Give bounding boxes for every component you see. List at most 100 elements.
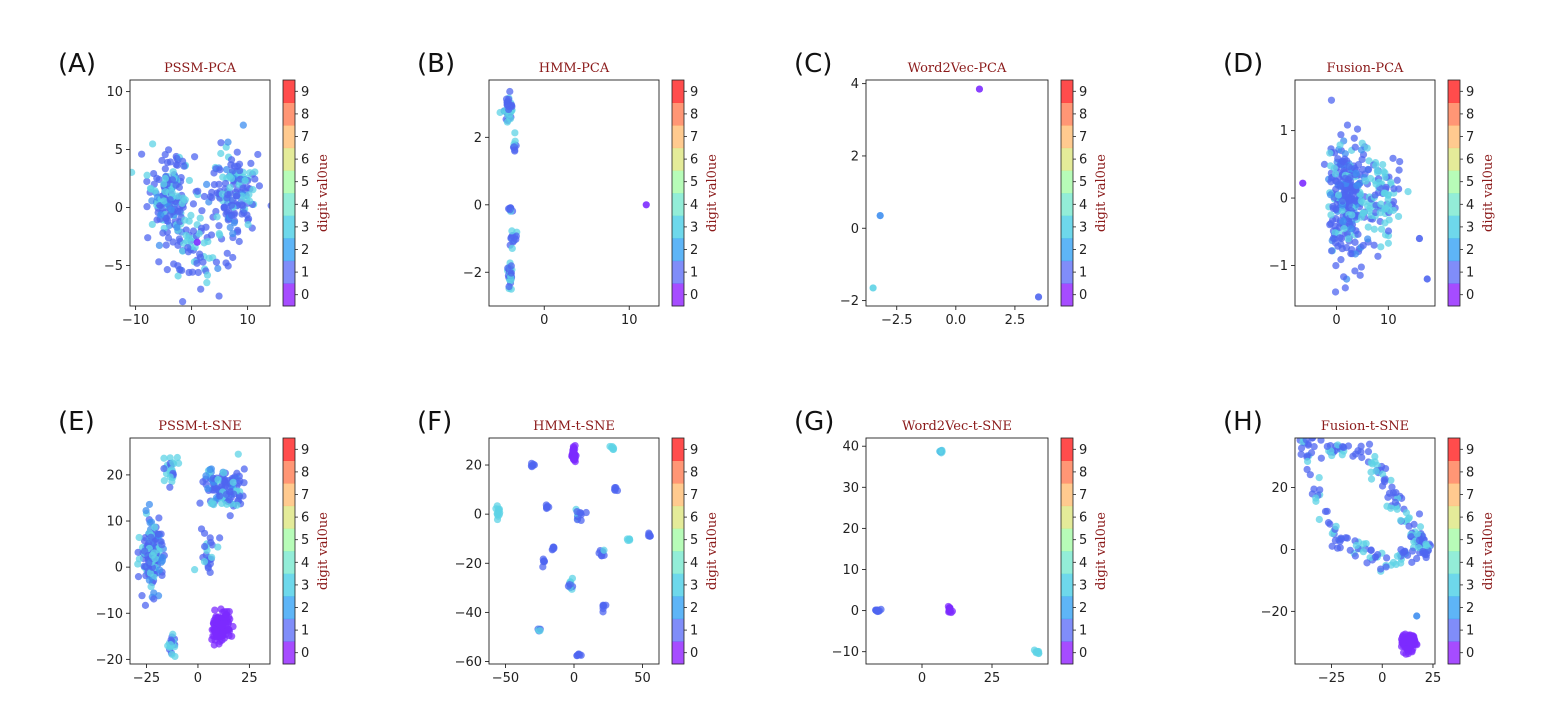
y-tick-label: 30 — [842, 481, 859, 496]
data-point — [216, 166, 224, 174]
colorbar-segment — [1061, 193, 1073, 216]
colorbar-segment — [1061, 483, 1073, 507]
y-tick-label: 0 — [474, 508, 482, 523]
data-point — [875, 607, 883, 615]
colorbar-tick-label: 5 — [690, 533, 698, 548]
colorbar-tick-label: 4 — [690, 556, 698, 571]
x-tick-label: −2.5 — [881, 313, 913, 328]
panel-label: (G) — [794, 407, 834, 437]
colorbar-tick-label: 8 — [1079, 107, 1087, 122]
data-point — [155, 566, 164, 574]
data-point — [1407, 639, 1415, 647]
data-point — [239, 121, 247, 129]
data-point — [173, 223, 181, 231]
data-point — [536, 627, 544, 635]
colorbar: 0 1 2 3 4 5 6 7 8 9 digit val0ue — [1060, 79, 1109, 307]
data-point — [1381, 219, 1389, 227]
colorbar-segment — [1061, 460, 1073, 484]
data-point — [938, 448, 946, 456]
colorbar-segment — [283, 193, 295, 216]
data-point — [1363, 559, 1371, 567]
colorbar-segment — [283, 102, 295, 126]
colorbar-segment — [672, 483, 684, 507]
data-point — [1359, 241, 1367, 250]
colorbar-tick-label: 8 — [301, 107, 309, 122]
data-point — [228, 196, 236, 204]
data-point — [1378, 482, 1387, 490]
data-point — [160, 477, 168, 485]
data-point — [1340, 225, 1348, 233]
data-point — [202, 472, 210, 480]
data-point — [1343, 534, 1351, 542]
data-point — [182, 226, 190, 234]
data-point — [1327, 247, 1336, 255]
data-point — [1315, 473, 1323, 482]
scatter-points — [496, 87, 650, 293]
data-point — [229, 478, 237, 486]
panel-h: (H) Fusion-t-SNE −25 0 25 −20 0 20 0 1 2 3 4 5 6 7 8 9 dig… — [1223, 407, 1496, 686]
data-point — [241, 176, 249, 185]
data-point — [242, 195, 251, 203]
data-point — [173, 161, 181, 169]
data-point — [203, 279, 211, 287]
colorbar-tick-label: 4 — [1466, 198, 1474, 213]
data-point — [1358, 155, 1366, 164]
data-point — [216, 492, 224, 500]
colorbar-tick-label: 9 — [690, 85, 698, 100]
data-point — [1413, 612, 1421, 620]
colorbar-segment — [1061, 238, 1073, 262]
colorbar-tick-label: 9 — [301, 443, 309, 458]
data-point — [1315, 515, 1323, 524]
data-point — [215, 292, 223, 300]
data-point — [208, 194, 216, 202]
data-point — [159, 229, 167, 237]
data-point — [1337, 181, 1345, 190]
data-point — [1346, 174, 1354, 182]
panel-label: (B) — [417, 49, 455, 79]
colorbar-segment — [1448, 596, 1460, 620]
data-point — [181, 216, 189, 224]
data-point — [161, 188, 170, 196]
colorbar-segment — [1061, 102, 1073, 126]
data-point — [876, 212, 884, 220]
data-point — [212, 207, 220, 216]
data-point — [1371, 191, 1379, 199]
data-point — [203, 271, 212, 279]
data-point — [1365, 157, 1373, 165]
data-point — [135, 533, 143, 542]
data-point — [251, 175, 259, 183]
data-point — [168, 176, 177, 184]
data-point — [246, 169, 254, 177]
colorbar-segment — [1448, 238, 1460, 262]
chart-title: PSSM-PCA — [164, 61, 237, 76]
data-point — [1370, 225, 1378, 233]
data-point — [143, 203, 151, 211]
data-point — [1379, 160, 1387, 169]
data-point — [160, 454, 168, 462]
data-point — [247, 159, 255, 168]
data-point — [221, 179, 230, 187]
colorbar-segment — [672, 618, 684, 642]
data-point — [1364, 223, 1372, 231]
colorbar-segment — [283, 483, 295, 507]
data-point — [1359, 198, 1367, 207]
data-point — [143, 171, 151, 179]
data-point — [1338, 217, 1347, 226]
data-point — [1353, 182, 1361, 190]
data-point — [218, 622, 226, 630]
colorbar-segment — [1448, 193, 1460, 216]
scatter-points — [872, 446, 1043, 658]
data-point — [1405, 522, 1413, 530]
data-point — [1344, 442, 1353, 450]
colorbar-tick-label: 4 — [1079, 556, 1087, 571]
panel-label: (A) — [58, 49, 96, 79]
colorbar-frame — [1060, 437, 1074, 665]
data-point — [164, 146, 173, 154]
data-point — [1384, 239, 1392, 247]
data-point — [175, 235, 183, 243]
colorbar-segment — [1448, 147, 1460, 171]
data-point — [1384, 227, 1393, 235]
y-tick-label: 20 — [842, 522, 859, 537]
colorbar: 0 1 2 3 4 5 6 7 8 9 digit val0ue — [282, 79, 331, 307]
data-point — [1419, 547, 1427, 556]
